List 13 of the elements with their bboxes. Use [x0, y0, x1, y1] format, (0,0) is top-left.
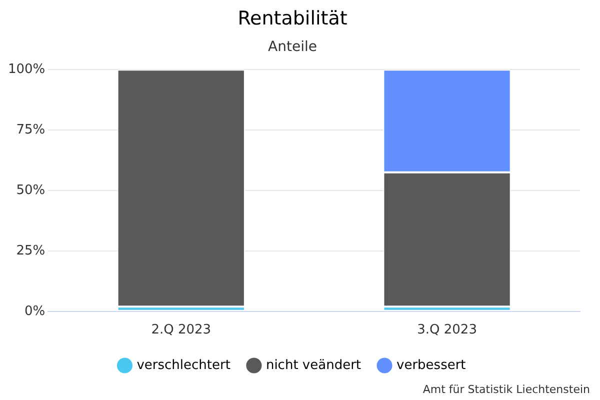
chart-subtitle: Anteile [268, 38, 317, 55]
y-tick-label: 50% [16, 182, 46, 198]
y-tick-label: 100% [8, 62, 46, 77]
legend-label: nicht veändert [266, 358, 362, 373]
x-tick-label: 2.Q 2023 [151, 322, 212, 338]
chart-title: Rentabilität [238, 7, 348, 30]
text: Amt für Statistik Liechtenstein [422, 383, 590, 396]
legend-label: verbessert [396, 358, 466, 373]
y-tick-label: 0% [24, 304, 46, 319]
y-tick-label: 75% [16, 122, 46, 138]
x-tick-label: 3.Q 2023 [417, 322, 477, 338]
legend-label: verschlechtert [136, 358, 230, 373]
y-tick-label: 25% [16, 243, 46, 258]
